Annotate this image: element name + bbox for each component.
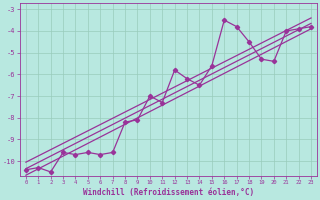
X-axis label: Windchill (Refroidissement éolien,°C): Windchill (Refroidissement éolien,°C) — [83, 188, 254, 197]
